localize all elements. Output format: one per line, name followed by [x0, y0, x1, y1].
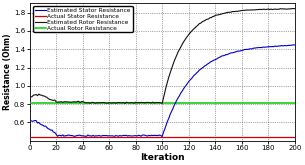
Estimated Stator Resistance — [160, 135, 164, 137]
Estimated Stator Resistance — [292, 44, 295, 46]
Estimated Stator Resistance — [139, 135, 143, 137]
X-axis label: Iteration: Iteration — [140, 152, 185, 162]
Estimated Stator Resistance — [29, 120, 33, 122]
Legend: Estimated Stator Resistance, Actual Stator Resistance, Estimated Rotor Resistanc: Estimated Stator Resistance, Actual Stat… — [33, 6, 133, 33]
Actual Stator Resistance — [171, 136, 175, 138]
Actual Stator Resistance — [29, 136, 33, 138]
Actual Rotor Resistance — [124, 102, 128, 104]
Estimated Rotor Resistance — [126, 102, 130, 104]
Actual Rotor Resistance — [139, 102, 143, 104]
Actual Rotor Resistance — [271, 102, 274, 104]
Estimated Stator Resistance — [293, 44, 297, 46]
Estimated Rotor Resistance — [141, 102, 144, 104]
Y-axis label: Resistance (Ohm): Resistance (Ohm) — [3, 34, 13, 110]
Estimated Stator Resistance — [124, 134, 128, 136]
Actual Rotor Resistance — [171, 102, 175, 104]
Estimated Rotor Resistance — [29, 96, 33, 98]
Estimated Stator Resistance — [172, 104, 176, 106]
Actual Stator Resistance — [139, 136, 143, 138]
Estimated Rotor Resistance — [52, 99, 55, 101]
Actual Stator Resistance — [293, 136, 297, 138]
Actual Stator Resistance — [271, 136, 274, 138]
Estimated Rotor Resistance — [28, 96, 31, 98]
Estimated Stator Resistance — [28, 120, 31, 122]
Actual Stator Resistance — [52, 136, 55, 138]
Estimated Rotor Resistance — [172, 60, 176, 62]
Actual Rotor Resistance — [28, 102, 31, 104]
Estimated Rotor Resistance — [292, 8, 295, 10]
Actual Stator Resistance — [124, 136, 128, 138]
Actual Rotor Resistance — [52, 102, 55, 104]
Line: Estimated Stator Resistance: Estimated Stator Resistance — [30, 45, 295, 136]
Actual Rotor Resistance — [29, 102, 33, 104]
Estimated Rotor Resistance — [123, 102, 127, 104]
Actual Stator Resistance — [28, 136, 31, 138]
Estimated Stator Resistance — [272, 46, 275, 48]
Line: Estimated Rotor Resistance: Estimated Rotor Resistance — [30, 9, 295, 103]
Estimated Rotor Resistance — [272, 8, 275, 10]
Estimated Stator Resistance — [52, 131, 55, 133]
Actual Rotor Resistance — [293, 102, 297, 104]
Estimated Rotor Resistance — [293, 8, 297, 10]
